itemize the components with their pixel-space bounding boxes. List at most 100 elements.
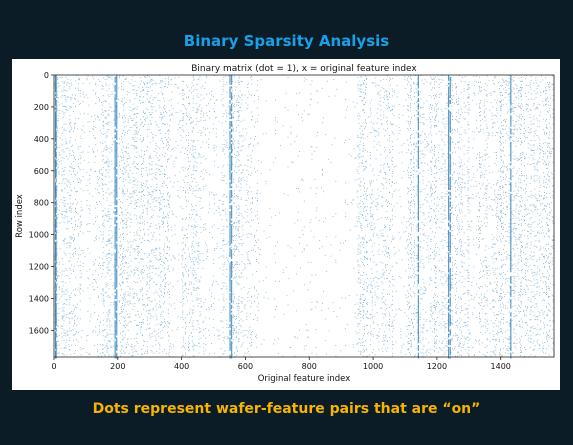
- data-dot: [219, 334, 221, 336]
- data-dot: [109, 312, 111, 313]
- data-dot: [383, 79, 385, 80]
- data-dot: [360, 352, 362, 354]
- data-dot: [104, 101, 106, 103]
- data-dot: [360, 313, 362, 315]
- data-dot: [106, 343, 108, 345]
- data-dot: [323, 290, 324, 292]
- data-dot: [169, 119, 171, 120]
- data-dot: [218, 257, 220, 259]
- data-dot: [122, 116, 123, 118]
- data-dot: [115, 266, 117, 268]
- data-dot: [251, 233, 253, 235]
- data-dot: [360, 252, 362, 254]
- data-dot: [140, 271, 142, 273]
- data-dot: [203, 224, 205, 225]
- data-dot: [211, 237, 213, 238]
- data-dot: [255, 314, 256, 316]
- data-dot: [136, 113, 138, 115]
- data-dot: [63, 329, 65, 331]
- data-dot: [162, 123, 164, 125]
- data-dot: [188, 289, 189, 290]
- data-dot: [134, 239, 136, 241]
- data-dot: [383, 334, 385, 336]
- data-dot: [218, 299, 220, 301]
- data-dot: [232, 129, 233, 131]
- data-dot: [161, 165, 163, 167]
- data-dot: [62, 317, 64, 319]
- data-dot: [192, 127, 194, 128]
- data-dot: [175, 84, 177, 86]
- data-dot: [220, 311, 222, 313]
- data-dot: [389, 93, 390, 95]
- data-dot: [243, 298, 245, 300]
- data-dot: [253, 249, 254, 251]
- data-dot: [144, 239, 145, 241]
- data-dot: [63, 340, 65, 341]
- data-dot: [235, 222, 237, 223]
- data-dot: [240, 172, 242, 174]
- data-dot: [361, 126, 363, 127]
- data-dot: [109, 151, 111, 153]
- data-dot: [84, 256, 86, 258]
- data-dot: [199, 215, 201, 217]
- data-dot: [358, 278, 360, 280]
- data-dot: [143, 160, 144, 162]
- data-dot: [228, 156, 230, 158]
- data-dot: [225, 109, 227, 111]
- data-dot: [81, 330, 83, 331]
- data-dot: [192, 148, 194, 150]
- data-dot: [363, 355, 365, 357]
- data-dot: [69, 312, 71, 314]
- data-dot: [142, 334, 143, 336]
- data-dot: [137, 199, 139, 200]
- data-dot: [159, 83, 161, 84]
- data-dot: [159, 202, 161, 203]
- data-dot: [359, 312, 361, 314]
- data-dot: [254, 295, 255, 297]
- data-dot: [193, 284, 195, 285]
- data-dot: [54, 265, 55, 267]
- data-dot: [389, 329, 390, 331]
- data-dot: [56, 229, 58, 231]
- data-dot: [180, 135, 182, 137]
- data-dot: [183, 169, 185, 171]
- data-dot: [181, 263, 183, 265]
- data-dot: [77, 165, 79, 167]
- data-dot: [363, 351, 365, 353]
- data-dot: [108, 95, 110, 97]
- data-dot: [383, 185, 385, 187]
- data-dot: [362, 316, 364, 318]
- data-dot: [248, 331, 250, 333]
- data-dot: [126, 251, 128, 252]
- data-dot: [315, 306, 317, 308]
- data-dot: [149, 259, 151, 261]
- data-dot: [186, 135, 187, 136]
- data-dot: [378, 285, 380, 287]
- data-dot: [173, 166, 175, 168]
- data-dot: [360, 258, 362, 260]
- data-dot: [79, 95, 81, 97]
- data-dot: [205, 344, 207, 345]
- data-dot: [132, 196, 134, 198]
- data-dot: [181, 279, 183, 281]
- data-dot: [378, 278, 380, 279]
- data-dot: [340, 350, 342, 352]
- data-dot: [378, 341, 380, 343]
- data-dot: [120, 274, 121, 276]
- data-dot: [246, 132, 248, 134]
- data-dot: [372, 122, 374, 124]
- data-dot: [251, 296, 253, 298]
- data-dot: [125, 223, 127, 225]
- data-dot: [136, 116, 138, 118]
- data-dot: [107, 158, 109, 160]
- data-dot: [357, 238, 359, 240]
- data-dot: [56, 225, 58, 227]
- data-dot: [307, 330, 309, 332]
- data-dot: [136, 325, 138, 326]
- data-dot: [364, 252, 365, 254]
- data-dot: [197, 267, 199, 269]
- data-dot: [146, 274, 148, 276]
- data-dot: [122, 189, 124, 191]
- data-dot: [168, 323, 170, 325]
- data-dot: [183, 274, 185, 276]
